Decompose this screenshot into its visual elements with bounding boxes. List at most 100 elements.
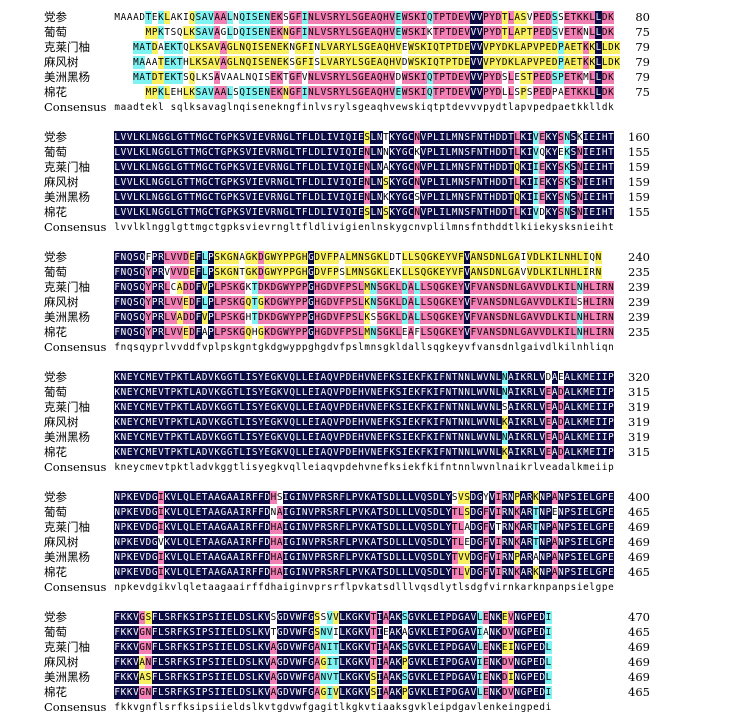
residue-count: 235 (628, 265, 650, 279)
alignment-row: 棉花 N P K E V D G I K V L Q L E T A A G A A I R F F D H A I G I N V P R S R F L… (0, 565, 740, 580)
species-name: 麻风树 (44, 295, 79, 309)
species-name: 棉花 (44, 205, 67, 219)
residue-count: 465 (628, 625, 650, 639)
consensus-label: Consensus (44, 460, 107, 474)
residue-count: 240 (628, 250, 650, 264)
alignment-row: 美洲黑杨 N P K E V D G I K V L Q L E T A A G A A I R F F D H A I G I N V P R S R… (0, 550, 740, 565)
species-name: 美洲黑杨 (44, 670, 90, 684)
alignment-row: 美洲黑杨 K N E Y C M E V T P K T L A D V K G G T L I S Y E G K V Q L L E I A Q V… (0, 430, 740, 445)
consensus-row: Consensus fnqsqyprlvvddfvplpskgntgkdgwypp… (0, 340, 740, 355)
species-name: 葡萄 (44, 625, 67, 639)
consensus-row: Consensus maadtekl sqlksavaglnqisenekngfi… (0, 100, 740, 115)
residue-count: 75 (635, 25, 650, 39)
species-name: 克莱门柚 (44, 400, 90, 414)
residue-count: 315 (628, 385, 650, 399)
alignment-row: 棉花 F K K V G N F L S R F K S I P S I I E L D S L K V A G D V W F G A G I V L K… (0, 685, 740, 700)
alignment-row: 棉花 F N Q S Q Y P R L V V E D F A P L P S K G Q H G K D G W Y P P G H G D V F P… (0, 325, 740, 340)
alignment-row: 党参 M A A A D T E K L A K I Q S A V A A L N Q I S E N E K S G F I N L V S R Y L… (0, 10, 740, 25)
consensus-row: Consensus lvvlklngglgttmgctgpksvievrngltf… (0, 220, 740, 235)
species-name: 党参 (44, 130, 67, 144)
alignment-row: 葡萄 N P K E V D G I K V L Q L E T A A G A A I R F F D N A I G I N V P R S R F L… (0, 505, 740, 520)
residue-count: 469 (628, 670, 650, 684)
consensus-label: Consensus (44, 700, 107, 714)
residue-count: 80 (635, 10, 650, 24)
alignment-row: 克莱门柚 L V V L K L N G G L G T T M G C T G P K S V I E V R N G L T F L D L I V… (0, 160, 740, 175)
species-name: 党参 (44, 370, 67, 384)
species-name: 葡萄 (44, 505, 67, 519)
alignment-row: 美洲黑杨 F N Q S Q Y P R L V A D D F V P L P S K G H T D K D G W Y P P G H G D V… (0, 310, 740, 325)
alignment-row: 麻风树 F N Q S Q Y P R L V V E D F L P L P S K G Q T G K D G W Y P P G H G D V F… (0, 295, 740, 310)
residue-count: 465 (628, 685, 650, 699)
species-name: 党参 (44, 250, 67, 264)
residue-count: 469 (628, 520, 650, 534)
residue-count: 319 (628, 400, 650, 414)
residue-count: 319 (628, 415, 650, 429)
residue-count: 159 (628, 175, 650, 189)
residue-count: 469 (628, 655, 650, 669)
alignment-row: 克莱门柚 F N Q S Q Y P R L C A D D F V P L P S K G K T D K D G W Y P P G H G D V… (0, 280, 740, 295)
alignment-row: 克莱门柚 N P K E V D G I K V L Q L E T A A G A A I R F F D H A I G I N V P R S R… (0, 520, 740, 535)
alignment-row: 葡萄 F N Q S Q Y P R V V V D E F L P S K G N T G K D G W Y P P G H G D V F P S L… (0, 265, 740, 280)
alignment-row: 党参 L V V L K L N G G L G T T M G C T G P K S V I E V R N G L T F L D L I V I Q… (0, 130, 740, 145)
species-name: 麻风树 (44, 55, 79, 69)
residue-count: 315 (628, 445, 650, 459)
species-name: 麻风树 (44, 175, 79, 189)
species-name: 美洲黑杨 (44, 310, 90, 324)
species-name: 棉花 (44, 85, 67, 99)
alignment-row: 克莱门柚 K N E Y C M E V T P K T L A D V K G G T L I S Y E G K V Q L L E I A Q V… (0, 400, 740, 415)
residue-count: 79 (635, 55, 650, 69)
species-name: 克莱门柚 (44, 40, 90, 54)
residue-count: 465 (628, 565, 650, 579)
consensus-sequence: fnqsqyprlvvddfvplpskgntgkdgwyppghgdvfpsl… (114, 342, 614, 353)
species-name: 麻风树 (44, 535, 79, 549)
consensus-sequence: kneycmevtpktladvkggtlisyegkvqlleiaqvpdeh… (114, 462, 614, 473)
residue-count: 75 (635, 85, 650, 99)
residue-count: 239 (628, 310, 650, 324)
consensus-label: Consensus (44, 580, 107, 594)
residue-count: 320 (628, 370, 650, 384)
species-name: 葡萄 (44, 145, 67, 159)
alignment-row: 麻风树 F K K V A N F L S R F K S I P S I I E L D S L K V A G D V W F G A G I T L… (0, 655, 740, 670)
consensus-row: Consensus kneycmevtpktladvkggtlisyegkvqll… (0, 460, 740, 475)
alignment-row: 棉花 L V V L K L N G G L G T T M G C T G P K S V I E V R N G L T F L D L I V I Q… (0, 205, 740, 220)
species-name: 棉花 (44, 445, 67, 459)
consensus-sequence: fkkvgnflsrfksipsiieldslkvtgdvwfgagitlkgk… (114, 702, 552, 713)
alignment-row: 麻风树 K N E Y C M E V T P K T L A D V K G G T L I S Y E G K V Q L L E I A Q V P… (0, 415, 740, 430)
residue-count: 79 (635, 40, 650, 54)
species-name: 党参 (44, 610, 67, 624)
alignment-row: 葡萄 M P K T S Q L K S A V A G L D Q I S E N E K N G F I N L V S R Y L S G E A Q… (0, 25, 740, 40)
species-name: 麻风树 (44, 655, 79, 669)
species-name: 克莱门柚 (44, 520, 90, 534)
alignment-row: 克莱门柚 F K K V G N F L S R F K S I P S I I E L D S L K V A G D V W F G A N I T… (0, 640, 740, 655)
alignment-row: 克莱门柚 M A T D A E K T Q L K S A V A G L N Q I S E N E K N G F I N L V A R Y L… (0, 40, 740, 55)
alignment-row: 葡萄 L V V L K L N G G L G T T M G C T G P K S V I E V R N G L T F L D L I V I Q… (0, 145, 740, 160)
species-name: 美洲黑杨 (44, 70, 90, 84)
residue-count: 155 (628, 145, 650, 159)
alignment-row: 棉花 K N E Y C M E V T P K T L A D V K G G T L I S Y E G K V Q L L E I A Q V P D… (0, 445, 740, 460)
species-name: 葡萄 (44, 265, 67, 279)
